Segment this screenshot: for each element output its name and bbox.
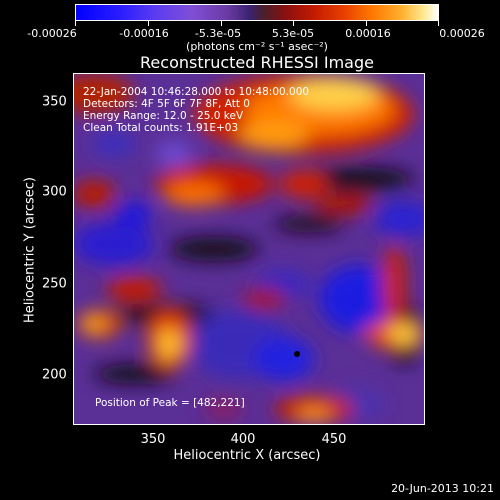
y-tick-label: 250 (42, 276, 67, 292)
colorbar-tick (293, 21, 294, 26)
energy-range-label: Energy Range: 12.0 - 25.0 keV (83, 110, 244, 122)
image-title: Reconstructed RHESSI Image (140, 53, 374, 72)
colorbar-units: (photons cm⁻² s⁻¹ asec⁻²) (186, 40, 328, 53)
colorbar-tick (438, 21, 439, 26)
colorbar-tick (221, 21, 222, 26)
colorbar-label: -5.3e-05 (194, 27, 242, 40)
colorbar-label: -0.00026 (27, 27, 77, 40)
colorbar-tick (148, 21, 149, 26)
colorbar-label: 0.00026 (439, 27, 485, 40)
colorbar-tick (75, 21, 76, 26)
colorbar-label: 5.3e-05 (271, 27, 315, 40)
y-tick-label: 300 (42, 184, 67, 200)
x-tick-label: 350 (140, 432, 166, 447)
colorbar-label: -0.00016 (119, 27, 169, 40)
colorbar-label: 0.00016 (345, 27, 391, 40)
peak-position-label: Position of Peak = [482,221] (95, 397, 245, 409)
rhessi-image-panel[interactable] (73, 73, 425, 425)
y-axis-label: Heliocentric Y (arcsec) (22, 177, 38, 323)
rhessi-image (74, 74, 424, 424)
colorbar (75, 4, 439, 21)
detectors-label: Detectors: 4F 5F 6F 7F 8F, Att 0 (83, 98, 250, 110)
peak-marker (294, 351, 300, 357)
clean-counts-label: Clean Total counts: 1.91E+03 (83, 122, 239, 134)
x-tick-label: 450 (321, 432, 347, 447)
time-range-label: 22-Jan-2004 10:46:28.000 to 10:48:00.000 (83, 86, 310, 98)
y-tick-label: 350 (42, 94, 67, 110)
x-tick-label: 400 (230, 432, 256, 447)
colorbar-tick (366, 21, 367, 26)
footer-timestamp: 20-Jun-2013 10:21 (391, 482, 494, 495)
x-axis-label: Heliocentric X (arcsec) (173, 448, 321, 463)
y-tick-label: 200 (42, 367, 67, 383)
